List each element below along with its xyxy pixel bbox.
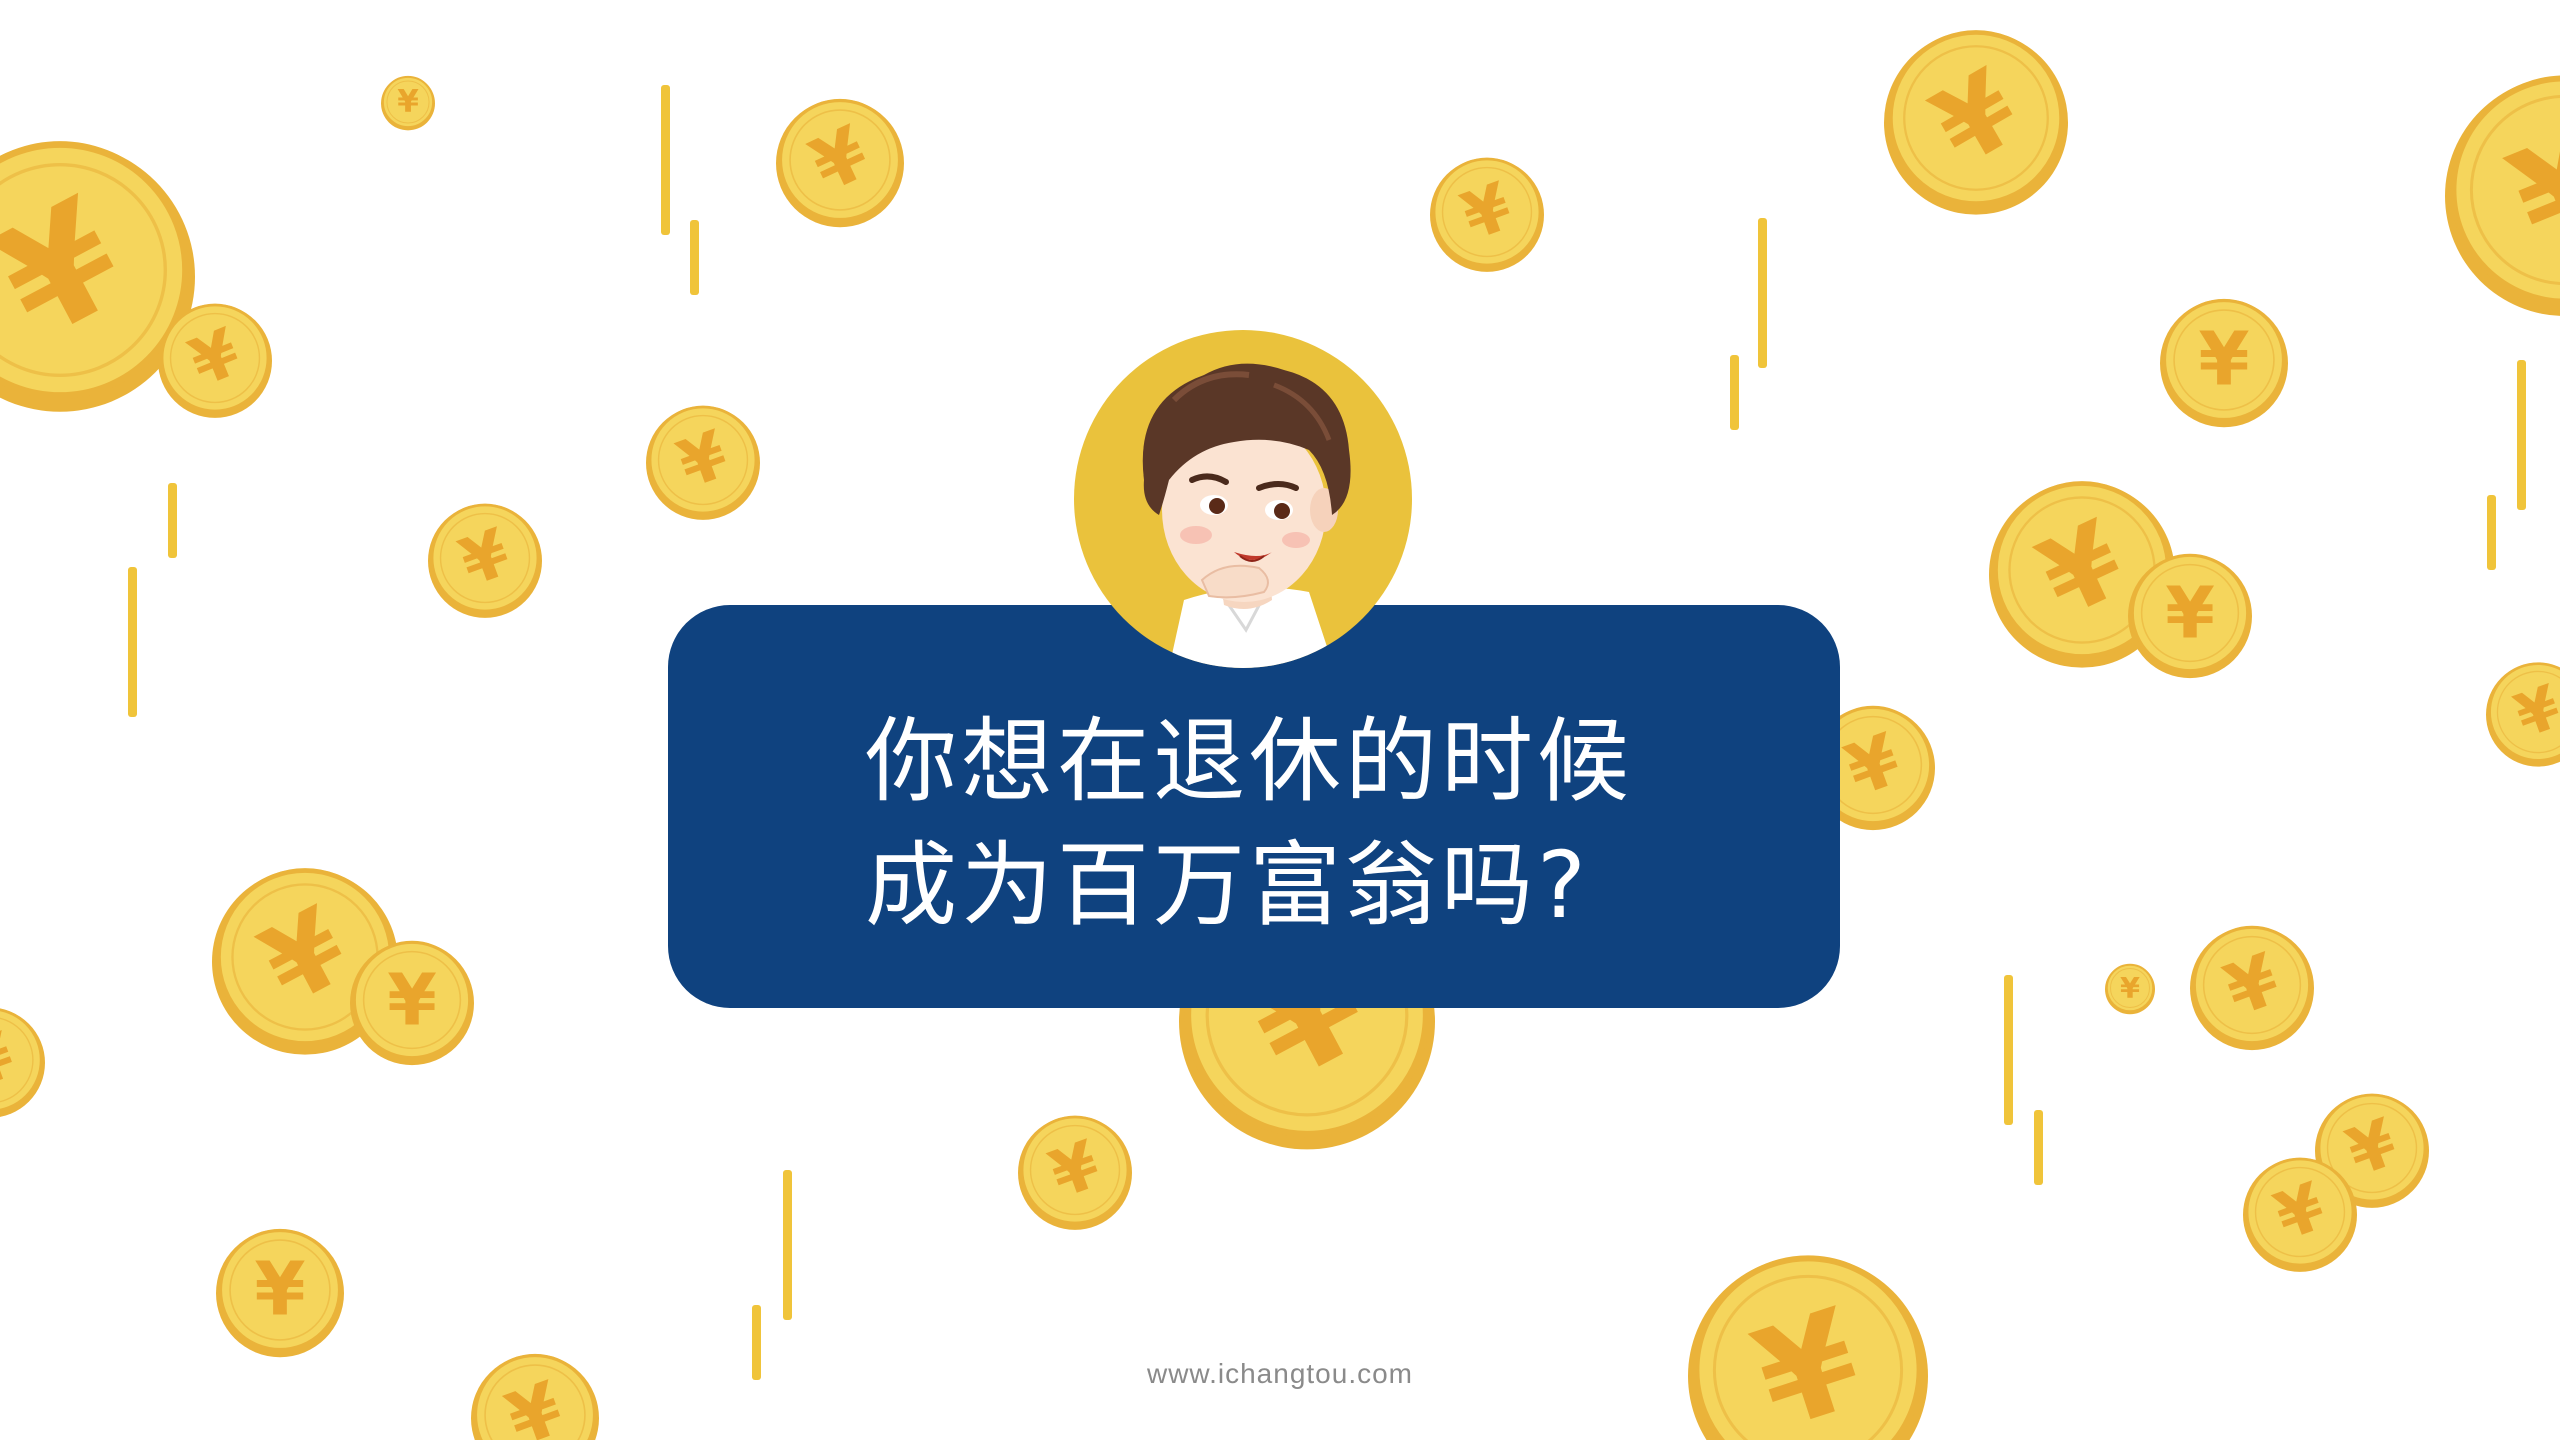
- falling-streak: [1758, 218, 1767, 368]
- yen-symbol-icon: ¥: [254, 1248, 305, 1333]
- yen-coin-icon: ¥: [776, 98, 904, 228]
- yen-coin-icon: ¥: [471, 1353, 599, 1440]
- headline-line-1: 你想在退休的时候: [865, 708, 1634, 815]
- headline: 你想在退休的时候 成为百万富翁吗?: [865, 700, 1765, 948]
- yen-symbol-icon: ¥: [2120, 971, 2140, 1005]
- yen-symbol-icon: ¥: [387, 959, 437, 1042]
- falling-streak: [2034, 1110, 2043, 1185]
- falling-streak: [168, 483, 177, 558]
- falling-streak: [1730, 355, 1739, 430]
- yen-coin-icon: ¥: [428, 503, 542, 618]
- yen-symbol-icon: ¥: [2198, 318, 2249, 403]
- yen-coin-icon: ¥: [1688, 1255, 1928, 1440]
- falling-streak: [783, 1170, 792, 1320]
- yen-coin-icon: ¥: [2486, 662, 2560, 767]
- yen-coin-icon: ¥: [350, 940, 474, 1066]
- yen-coin-icon: ¥: [2105, 963, 2155, 1015]
- falling-streak: [128, 567, 137, 717]
- yen-symbol-icon: ¥: [397, 84, 419, 120]
- yen-coin-icon: ¥: [381, 75, 435, 131]
- avatar: [1074, 330, 1412, 668]
- footer-url: www.ichangtou.com: [1146, 1358, 1413, 1389]
- yen-symbol-icon: ¥: [2165, 572, 2215, 655]
- falling-streak: [690, 220, 699, 295]
- yen-coin-icon: ¥: [2128, 553, 2252, 679]
- yen-coin-icon: ¥: [0, 1008, 45, 1117]
- falling-streak: [661, 85, 670, 235]
- yen-coin-icon: ¥: [2190, 925, 2314, 1051]
- speech-bubble: [668, 605, 1840, 1008]
- cartoon-boy-icon: [1142, 363, 1351, 668]
- falling-streak: [752, 1305, 761, 1380]
- falling-streak: [2487, 495, 2496, 570]
- yen-coin-icon: ¥: [646, 405, 760, 520]
- yen-coin-icon: ¥: [216, 1228, 344, 1358]
- yen-coin-icon: ¥: [0, 141, 195, 412]
- falling-streak: [2517, 360, 2526, 510]
- falling-streak: [2004, 975, 2013, 1125]
- yen-coin-icon: ¥: [2445, 75, 2560, 316]
- yen-coin-icon: ¥: [158, 303, 272, 418]
- yen-coin-icon: ¥: [1430, 157, 1544, 272]
- headline-line-2: 成为百万富翁吗?: [865, 832, 1590, 939]
- yen-coin-icon: ¥: [1811, 705, 1935, 831]
- yen-coin-icon: ¥: [2243, 1157, 2357, 1272]
- yen-coin-icon: ¥: [1018, 1115, 1132, 1230]
- yen-coin-icon: ¥: [1884, 30, 2068, 215]
- yen-coin-icon: ¥: [2160, 298, 2288, 428]
